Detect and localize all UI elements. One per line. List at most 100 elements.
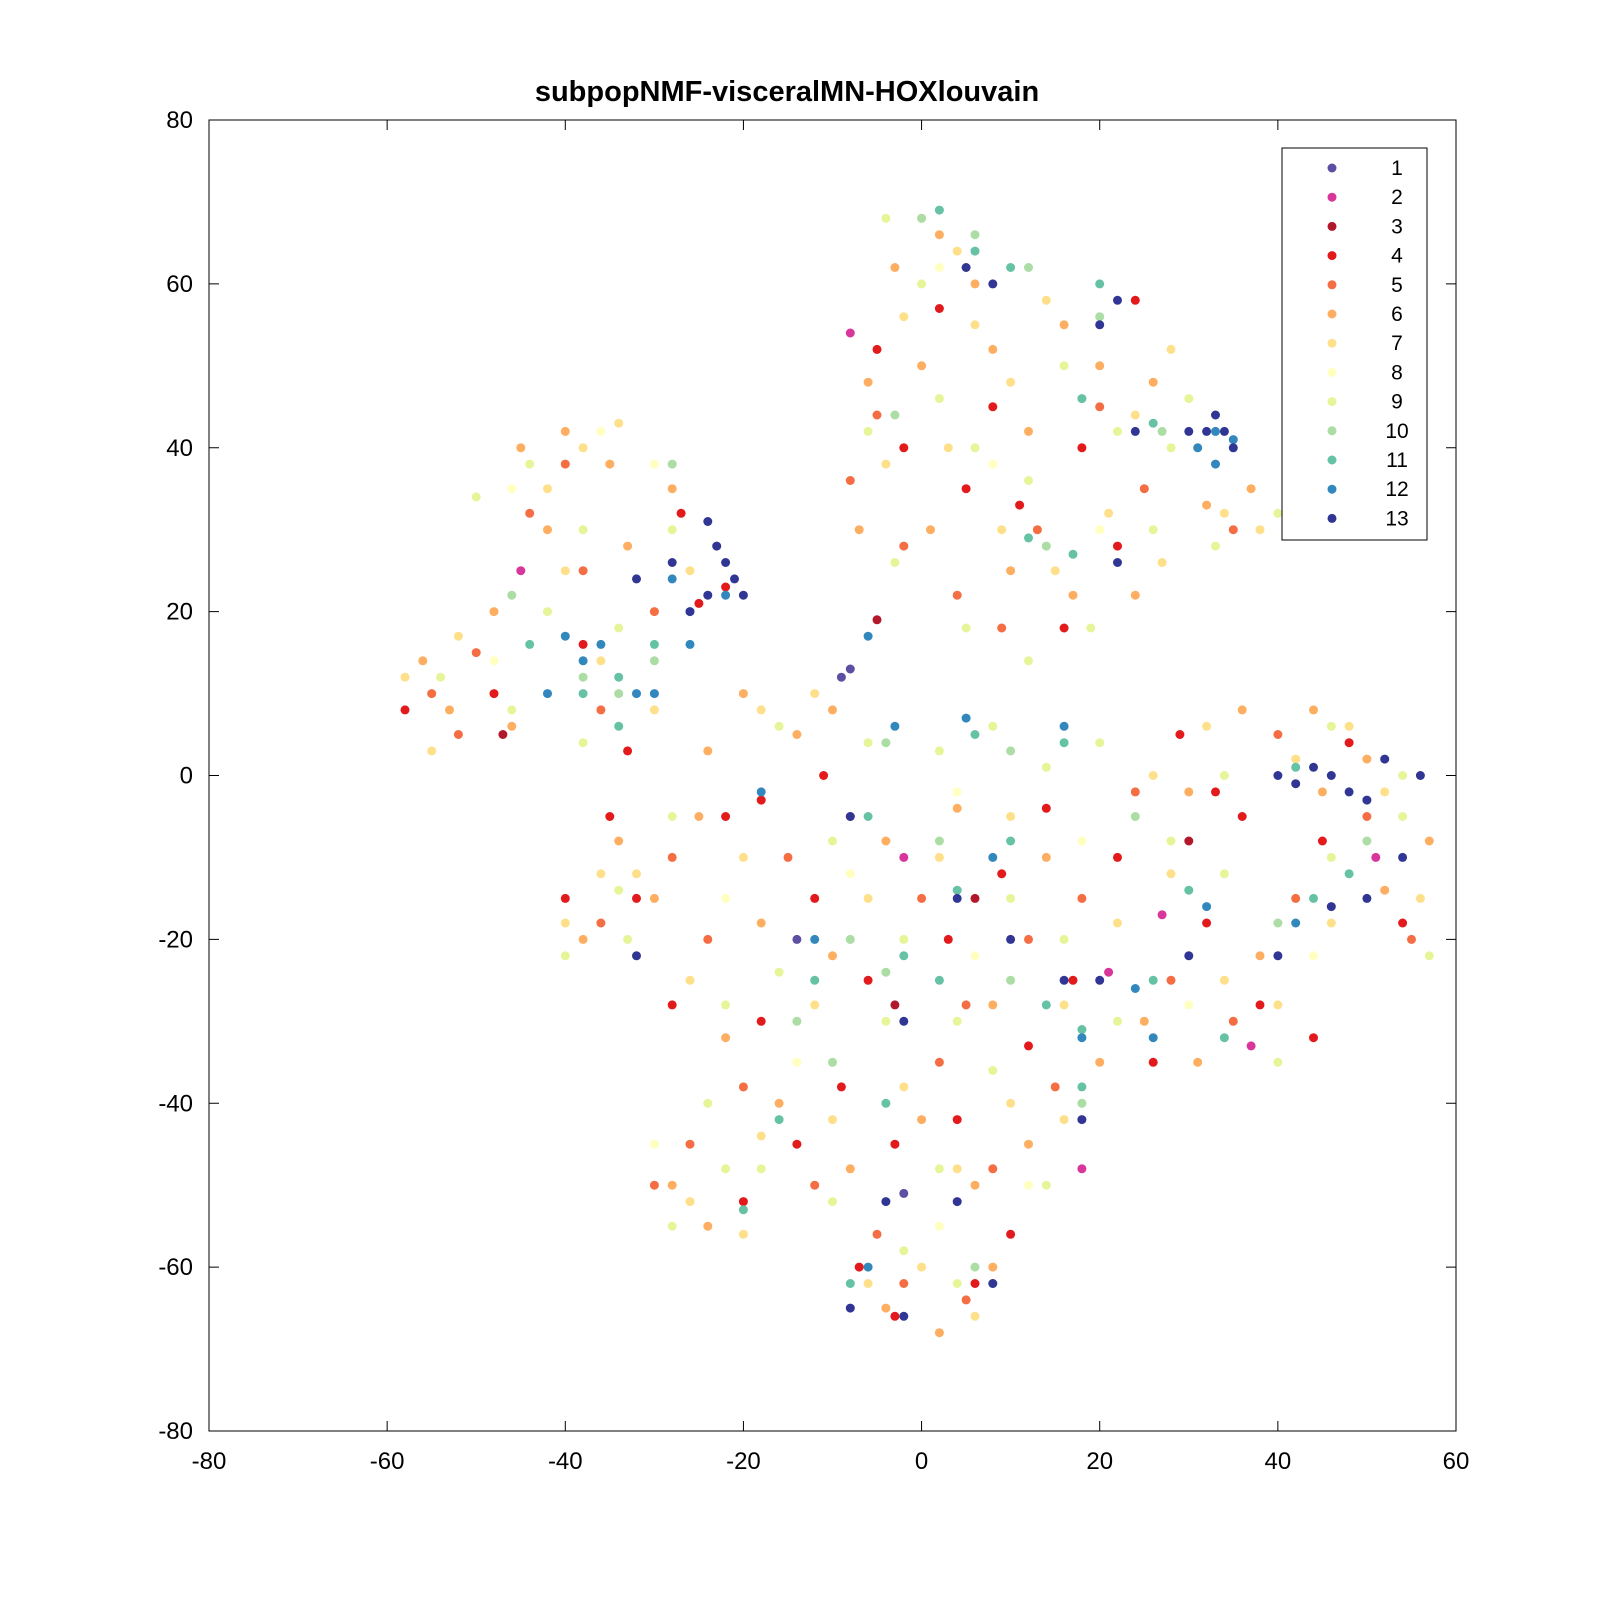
point-series-12-21	[1130, 984, 1140, 993]
point-series-10-20	[828, 1057, 837, 1067]
point-series-4-7	[934, 304, 944, 313]
x-tick-label: -20	[726, 1448, 761, 1475]
point-series-8-1	[507, 484, 517, 494]
legend-marker-10	[1327, 426, 1337, 436]
point-series-11-2	[649, 639, 659, 649]
legend-marker-12	[1327, 484, 1337, 494]
point-series-6-35	[1095, 1057, 1105, 1067]
legend-marker-2	[1327, 192, 1337, 202]
point-series-4-10	[961, 484, 971, 494]
point-series-7-5	[427, 746, 437, 756]
point-series-4-26	[1148, 1057, 1158, 1067]
point-series-4-31	[1344, 738, 1354, 748]
point-series-7-51	[917, 1262, 927, 1272]
series-7	[400, 213, 1425, 1321]
point-series-5-3	[427, 689, 437, 699]
point-series-13-30	[1006, 934, 1016, 944]
point-series-5-8	[872, 410, 882, 420]
point-series-5-1	[525, 508, 535, 518]
point-series-9-53	[952, 1279, 962, 1288]
point-series-6-14	[917, 361, 927, 371]
point-series-13-1	[712, 541, 722, 551]
point-series-7-53	[596, 869, 606, 879]
point-series-6-17	[1059, 320, 1069, 330]
point-series-13-41	[952, 1197, 962, 1207]
point-series-6-26	[1246, 484, 1256, 494]
point-series-9-52	[899, 1246, 909, 1256]
point-series-5-9	[899, 541, 909, 551]
point-series-7-30	[810, 1000, 820, 1010]
x-tick-label: -40	[548, 1448, 583, 1475]
point-series-13-14	[1219, 426, 1229, 436]
point-series-12-19	[988, 852, 998, 862]
point-series-4-33	[836, 1082, 846, 1092]
point-series-6-0	[516, 443, 526, 453]
point-series-12-3	[596, 639, 606, 649]
point-series-9-12	[863, 426, 873, 436]
point-series-13-40	[1398, 852, 1408, 862]
point-series-6-3	[489, 607, 499, 617]
point-series-5-38	[899, 1279, 909, 1288]
point-series-7-43	[828, 1115, 837, 1125]
point-series-9-48	[988, 1066, 998, 1075]
point-series-6-42	[721, 1033, 731, 1043]
point-series-13-35	[845, 812, 855, 821]
point-series-6-7	[623, 541, 633, 551]
point-series-3-2	[1184, 836, 1194, 846]
point-series-7-57	[1291, 754, 1301, 764]
point-series-5-27	[1291, 893, 1301, 903]
legend-marker-13	[1327, 513, 1337, 523]
series-12	[543, 426, 1301, 1272]
point-series-5-24	[1077, 893, 1087, 903]
point-series-8-5	[988, 459, 998, 469]
point-series-9-3	[436, 672, 446, 682]
point-series-8-14	[934, 1221, 944, 1231]
y-tick-label: -80	[158, 1418, 193, 1445]
point-series-6-9	[507, 721, 517, 731]
point-series-8-11	[1184, 1000, 1194, 1010]
point-series-9-44	[756, 1164, 766, 1174]
point-series-7-52	[970, 1311, 980, 1321]
point-series-9-43	[703, 1098, 713, 1108]
point-series-13-16	[1202, 426, 1212, 436]
point-series-12-13	[890, 721, 900, 731]
point-series-6-62	[828, 705, 837, 715]
point-series-13-5	[703, 590, 713, 600]
point-series-6-56	[1237, 705, 1247, 715]
point-series-12-1	[578, 656, 588, 666]
point-series-12-2	[632, 689, 641, 699]
point-series-9-47	[934, 1164, 944, 1174]
y-tick-label: 40	[166, 435, 193, 462]
point-series-4-45	[1006, 1229, 1016, 1239]
point-series-9-46	[881, 1016, 891, 1026]
point-series-10-5	[917, 213, 927, 223]
point-series-11-35	[845, 1279, 855, 1288]
point-series-11-14	[970, 730, 980, 739]
point-series-11-18	[952, 885, 962, 895]
point-series-13-11	[1113, 295, 1122, 305]
point-series-9-41	[1398, 812, 1408, 821]
point-series-5-12	[1032, 525, 1042, 535]
point-series-9-50	[667, 1221, 677, 1231]
point-series-2-7	[1104, 967, 1114, 977]
point-series-12-16	[721, 590, 731, 600]
legend-marker-4	[1327, 251, 1337, 261]
point-series-7-48	[685, 1197, 695, 1207]
point-series-6-11	[934, 230, 944, 240]
point-series-7-40	[1380, 787, 1390, 797]
point-series-6-34	[1041, 852, 1051, 862]
point-series-4-25	[1113, 852, 1122, 862]
point-series-6-23	[1068, 590, 1078, 600]
point-series-11-22	[1148, 975, 1158, 985]
series-5	[427, 402, 1416, 1305]
point-series-13-37	[1273, 951, 1283, 961]
point-series-8-9	[970, 951, 980, 961]
point-series-9-14	[970, 443, 980, 453]
legend-marker-5	[1327, 280, 1337, 290]
point-series-6-24	[1130, 590, 1140, 600]
point-series-11-15	[1059, 738, 1069, 748]
point-series-9-60	[774, 721, 784, 731]
point-series-3-3	[498, 730, 508, 739]
legend-label-2: 2	[1391, 186, 1403, 209]
point-series-13-32	[1095, 975, 1105, 985]
